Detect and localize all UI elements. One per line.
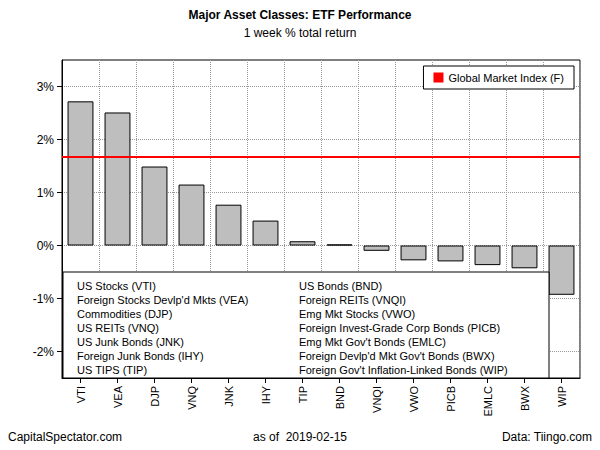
svg-text:Commodities (DJP): Commodities (DJP) — [77, 308, 172, 320]
svg-text:WIP: WIP — [556, 386, 568, 407]
svg-text:-2%: -2% — [33, 345, 55, 359]
svg-text:TIP: TIP — [297, 386, 309, 403]
svg-text:VNQI: VNQI — [371, 386, 383, 413]
svg-text:0%: 0% — [37, 239, 55, 253]
svg-text:VNQ: VNQ — [186, 386, 198, 410]
svg-text:PICB: PICB — [445, 386, 457, 412]
svg-text:Foreign Invest-Grade Corp Bond: Foreign Invest-Grade Corp Bonds (PICB) — [299, 322, 500, 334]
svg-text:Global Market Index (F): Global Market Index (F) — [448, 72, 564, 84]
svg-text:CapitalSpectator.com: CapitalSpectator.com — [8, 430, 122, 444]
svg-text:US TIPS (TIP): US TIPS (TIP) — [77, 364, 147, 376]
svg-text:US REITs (VNQ): US REITs (VNQ) — [77, 322, 159, 334]
svg-text:1 week % total return: 1 week % total return — [244, 26, 357, 40]
svg-text:US Bonds (BND): US Bonds (BND) — [299, 280, 382, 292]
svg-text:Foreign Junk Bonds (IHY): Foreign Junk Bonds (IHY) — [77, 350, 204, 362]
svg-text:BWX: BWX — [519, 385, 531, 411]
svg-text:-1%: -1% — [33, 292, 55, 306]
svg-text:BND: BND — [334, 386, 346, 409]
svg-text:Data: Tiingo.com: Data: Tiingo.com — [502, 430, 592, 444]
svg-text:VTI: VTI — [75, 386, 87, 403]
svg-text:Emg Mkt Stocks (VWO): Emg Mkt Stocks (VWO) — [299, 308, 415, 320]
svg-text:as of 2019-02-15: as of 2019-02-15 — [253, 430, 347, 444]
svg-text:2%: 2% — [37, 133, 55, 147]
svg-text:DJP: DJP — [149, 386, 161, 407]
svg-text:Emg Mkt Gov't Bonds (EMLC): Emg Mkt Gov't Bonds (EMLC) — [299, 336, 446, 348]
svg-text:EMLC: EMLC — [482, 386, 494, 417]
svg-text:Foreign Stocks Devlp'd Mkts (V: Foreign Stocks Devlp'd Mkts (VEA) — [77, 294, 248, 306]
svg-text:US Stocks (VTI): US Stocks (VTI) — [77, 280, 156, 292]
svg-text:1%: 1% — [37, 186, 55, 200]
svg-text:VEA: VEA — [112, 385, 124, 408]
svg-text:Major Asset Classes: ETF Perfo: Major Asset Classes: ETF Performance — [189, 8, 412, 22]
svg-text:VWO: VWO — [408, 386, 420, 413]
svg-text:IHY: IHY — [260, 385, 272, 404]
svg-text:Foreign REITs (VNQI): Foreign REITs (VNQI) — [299, 294, 406, 306]
svg-text:Foreign Gov't Inflation-Linked: Foreign Gov't Inflation-Linked Bonds (WI… — [299, 364, 508, 376]
svg-text:JNK: JNK — [223, 385, 235, 406]
svg-text:US Junk Bonds (JNK): US Junk Bonds (JNK) — [77, 336, 184, 348]
svg-text:Foreign Devlp'd Mkt Gov't Bond: Foreign Devlp'd Mkt Gov't Bonds (BWX) — [299, 350, 495, 362]
svg-text:3%: 3% — [37, 80, 55, 94]
